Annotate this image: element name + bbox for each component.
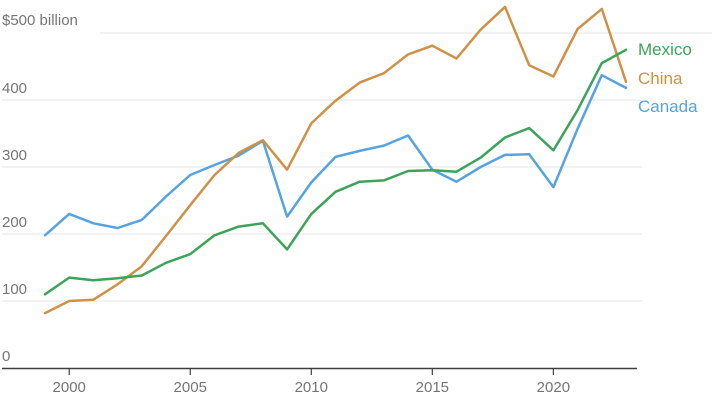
y-tick-label-300: 300: [2, 147, 28, 164]
legend-label-canada: Canada: [638, 97, 698, 116]
x-tick-label-2000: 2000: [52, 379, 86, 396]
x-tick-label-2005: 2005: [173, 379, 207, 396]
china-line: [43, 5, 628, 315]
x-tick-label-2020: 2020: [536, 379, 571, 396]
legend-label-china: China: [638, 69, 683, 88]
canada-line: [43, 73, 628, 237]
y-tick-label-0: 0: [2, 348, 11, 365]
y-axis-unit-label: $500 billion: [2, 12, 78, 29]
y-tick-label-100: 100: [2, 281, 28, 298]
mexico-line: [43, 48, 628, 296]
x-tick-label-2010: 2010: [294, 379, 328, 396]
x-tick-label-2015: 2015: [415, 379, 450, 396]
legend-label-mexico: Mexico: [638, 40, 692, 59]
y-tick-label-200: 200: [2, 214, 28, 231]
y-tick-label-400: 400: [2, 80, 28, 97]
